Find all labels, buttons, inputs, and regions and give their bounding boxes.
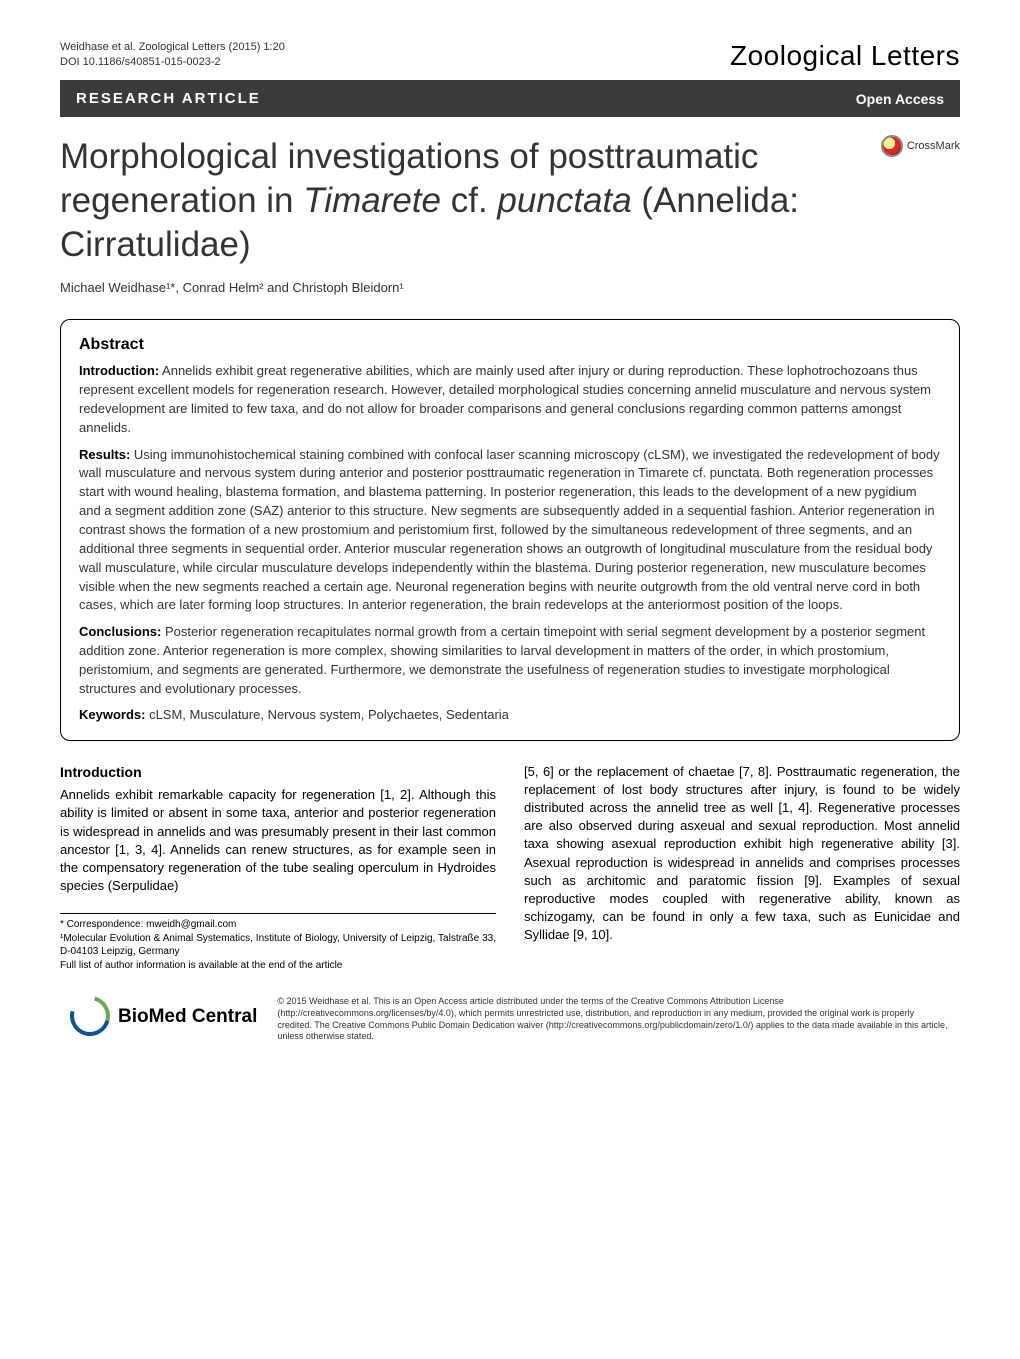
doi-line: DOI 10.1186/s40851-015-0023-2 [60,55,285,70]
citation-block: Weidhase et al. Zoological Letters (2015… [60,40,285,71]
intro-label: Introduction: [79,363,159,378]
title-row: Morphological investigations of posttrau… [60,135,960,319]
title-part2: cf. [441,181,497,220]
article-title: Morphological investigations of posttrau… [60,135,861,266]
bmc-swoosh-icon [70,996,112,1038]
title-italic2: punctata [497,181,631,220]
body-two-column: Introduction Annelids exhibit remarkable… [60,763,960,973]
open-access-label: Open Access [856,91,944,107]
license-text: © 2015 Weidhase et al. This is an Open A… [277,996,950,1043]
crossmark-label: CrossMark [907,140,960,152]
abstract-conclusions: Conclusions: Posterior regeneration reca… [79,623,941,698]
header-row: Weidhase et al. Zoological Letters (2015… [60,40,960,72]
journal-name: Zoological Letters [730,40,960,72]
affiliation-line: ¹Molecular Evolution & Animal Systematic… [60,932,496,959]
keywords-label: Keywords: [79,707,145,722]
abstract-heading: Abstract [79,336,941,354]
footnotes-block: * Correspondence: mweidh@gmail.com ¹Mole… [60,913,496,972]
left-column-text: Annelids exhibit remarkable capacity for… [60,786,496,895]
right-column-text: [5, 6] or the replacement of chaetae [7,… [524,763,960,945]
abstract-results: Results: Using immunohistochemical stain… [79,446,941,616]
biomed-central-logo[interactable]: BioMed Central [70,996,257,1038]
results-text: Using immunohistochemical staining combi… [79,447,940,613]
article-type-bar: RESEARCH ARTICLE Open Access [60,80,960,117]
left-column: Introduction Annelids exhibit remarkable… [60,763,496,973]
title-italic1: Timarete [303,181,441,220]
correspondence-line: * Correspondence: mweidh@gmail.com [60,918,496,932]
introduction-heading: Introduction [60,763,496,783]
article-type-label: RESEARCH ARTICLE [76,90,261,107]
results-label: Results: [79,447,130,462]
footer-row: BioMed Central © 2015 Weidhase et al. Th… [60,996,960,1043]
keywords-text: cLSM, Musculature, Nervous system, Polyc… [145,707,508,722]
intro-text: Annelids exhibit great regenerative abil… [79,363,931,435]
conclusions-label: Conclusions: [79,624,161,639]
right-column: [5, 6] or the replacement of chaetae [7,… [524,763,960,973]
authors-line: Michael Weidhase¹*, Conrad Helm² and Chr… [60,280,861,295]
crossmark-badge[interactable]: CrossMark [881,135,960,157]
full-list-line: Full list of author information is avail… [60,959,496,973]
abstract-box: Abstract Introduction: Annelids exhibit … [60,319,960,740]
conclusions-text: Posterior regeneration recapitulates nor… [79,624,925,696]
title-block: Morphological investigations of posttrau… [60,135,881,319]
citation-line: Weidhase et al. Zoological Letters (2015… [60,40,285,55]
abstract-keywords: Keywords: cLSM, Musculature, Nervous sys… [79,707,941,722]
crossmark-icon [881,135,903,157]
abstract-intro: Introduction: Annelids exhibit great reg… [79,362,941,437]
bmc-logo-text: BioMed Central [118,1006,257,1028]
